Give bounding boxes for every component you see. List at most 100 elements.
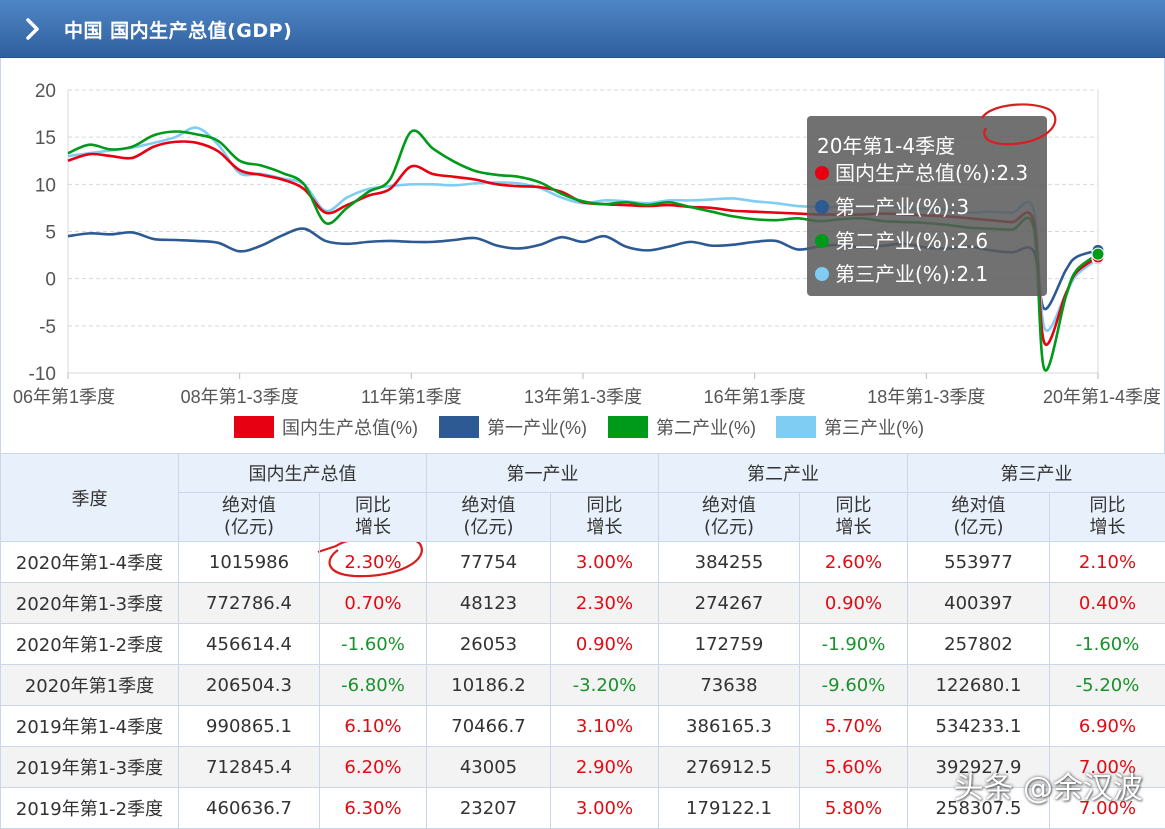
yoy-cell: 2.10%	[1050, 542, 1165, 583]
source-watermark: 头条 @余汉波	[953, 763, 1143, 807]
chart-tooltip: 20年第1-4季度 国内生产总值(%):2.3 第一产业(%):3 第二产业(%…	[807, 116, 1047, 296]
y-tick-label: 15	[35, 128, 56, 149]
legend-item-3[interactable]: 第三产业(%)	[776, 416, 924, 438]
absolute-value-cell: 534233.1	[908, 706, 1050, 747]
tooltip-row-primary: 第一产业(%):3	[815, 194, 969, 220]
y-tick-label: 5	[45, 223, 56, 244]
absolute-value-cell: 122680.1	[908, 665, 1050, 706]
header-season: 季度	[1, 454, 179, 542]
yoy-cell: -5.20%	[1050, 665, 1165, 706]
chevron-right-icon[interactable]	[20, 14, 46, 44]
yoy-cell: 2.30%	[551, 583, 659, 624]
absolute-value-cell: 460636.7	[179, 788, 320, 829]
y-tick-label: -10	[29, 364, 56, 385]
subheader-yoy: 同比增长	[320, 493, 427, 542]
absolute-value-cell: 23207	[427, 788, 551, 829]
x-tick-label: 16年第1季度	[704, 387, 806, 407]
legend-item-2[interactable]: 第二产业(%)	[608, 416, 756, 438]
absolute-value-cell: 172759	[659, 624, 800, 665]
y-tick-label: 20	[35, 81, 56, 102]
yoy-cell: 5.80%	[800, 788, 908, 829]
absolute-value-cell: 990865.1	[179, 706, 320, 747]
yoy-cell: 6.30%	[320, 788, 427, 829]
yoy-cell: 6.90%	[1050, 706, 1165, 747]
yoy-cell: 3.10%	[551, 706, 659, 747]
y-tick-label: -5	[39, 317, 56, 338]
yoy-cell: 0.90%	[551, 624, 659, 665]
page-header: 中国 国内生产总值(GDP)	[0, 0, 1165, 58]
tooltip-row-tertiary: 第三产业(%):2.1	[815, 261, 988, 287]
absolute-value-cell: 456614.4	[179, 624, 320, 665]
subheader-yoy: 同比增长	[1050, 493, 1165, 542]
yoy-cell: 5.70%	[800, 706, 908, 747]
tooltip-row-gdp: 国内生产总值(%):2.3	[815, 160, 1028, 186]
absolute-value-cell: 712845.4	[179, 747, 320, 788]
header-group-gdp: 国内生产总值	[179, 454, 427, 493]
absolute-value-cell: 386165.3	[659, 706, 800, 747]
subheader-yoy: 同比增长	[800, 493, 908, 542]
header-group-tertiary: 第三产业	[908, 454, 1165, 493]
series-endpoint-2	[1092, 248, 1104, 260]
tooltip-title: 20年第1-4季度	[817, 130, 955, 159]
yoy-cell: 0.90%	[800, 583, 908, 624]
yoy-cell: -6.80%	[320, 665, 427, 706]
x-tick-label: 11年第1季度	[361, 387, 462, 407]
absolute-value-cell: 70466.7	[427, 706, 551, 747]
absolute-value-cell: 384255	[659, 542, 800, 583]
absolute-value-cell: 257802	[908, 624, 1050, 665]
absolute-value-cell: 10186.2	[427, 665, 551, 706]
yoy-cell: -1.90%	[800, 624, 908, 665]
yoy-cell: -1.60%	[320, 624, 427, 665]
absolute-value-cell: 73638	[659, 665, 800, 706]
legend-label: 第三产业(%)	[824, 418, 924, 438]
yoy-cell: -3.20%	[551, 665, 659, 706]
season-cell: 2019年第1-2季度	[1, 788, 179, 829]
x-tick-label: 13年第1-3季度	[524, 387, 642, 407]
yoy-cell: 2.60%	[800, 542, 908, 583]
subheader-absolute: 绝对值(亿元)	[179, 493, 320, 542]
subheader-absolute: 绝对值(亿元)	[427, 493, 551, 542]
yoy-cell: 0.40%	[1050, 583, 1165, 624]
absolute-value-cell: 274267	[659, 583, 800, 624]
x-tick-label: 06年第1季度	[13, 387, 115, 407]
yoy-cell: 0.70%	[320, 583, 427, 624]
legend-item-1[interactable]: 第一产业(%)	[439, 416, 587, 438]
legend-swatch	[776, 416, 816, 438]
yoy-cell: 5.60%	[800, 747, 908, 788]
x-tick-label: 08年第1-3季度	[181, 387, 299, 407]
absolute-value-cell: 48123	[427, 583, 551, 624]
tooltip-row-secondary: 第二产业(%):2.6	[815, 228, 988, 254]
legend-label: 第二产业(%)	[656, 418, 756, 438]
legend-label: 国内生产总值(%)	[282, 418, 418, 438]
x-tick-label: 20年第1-4季度	[1043, 387, 1161, 407]
yoy-cell: 3.00%	[551, 542, 659, 583]
yoy-cell: 2.90%	[551, 747, 659, 788]
legend-label: 第一产业(%)	[487, 418, 587, 438]
subheader-absolute: 绝对值(亿元)	[908, 493, 1050, 542]
legend-swatch	[234, 416, 274, 438]
yoy-cell: -1.60%	[1050, 624, 1165, 665]
absolute-value-cell: 553977	[908, 542, 1050, 583]
subheader-yoy: 同比增长	[551, 493, 659, 542]
season-cell: 2020年第1季度	[1, 665, 179, 706]
season-cell: 2019年第1-4季度	[1, 706, 179, 747]
season-cell: 2020年第1-4季度	[1, 542, 179, 583]
page-title: 中国 国内生产总值(GDP)	[64, 16, 292, 43]
subheader-absolute: 绝对值(亿元)	[659, 493, 800, 542]
yoy-cell: 6.10%	[320, 706, 427, 747]
yoy-cell: 3.00%	[551, 788, 659, 829]
absolute-value-cell: 276912.5	[659, 747, 800, 788]
absolute-value-cell: 43005	[427, 747, 551, 788]
legend-swatch	[608, 416, 648, 438]
x-tick-label: 18年第1-3季度	[867, 387, 985, 407]
absolute-value-cell: 206504.3	[179, 665, 320, 706]
absolute-value-cell: 1015986	[179, 542, 320, 583]
legend-item-0[interactable]: 国内生产总值(%)	[234, 416, 418, 438]
season-cell: 2020年第1-3季度	[1, 583, 179, 624]
